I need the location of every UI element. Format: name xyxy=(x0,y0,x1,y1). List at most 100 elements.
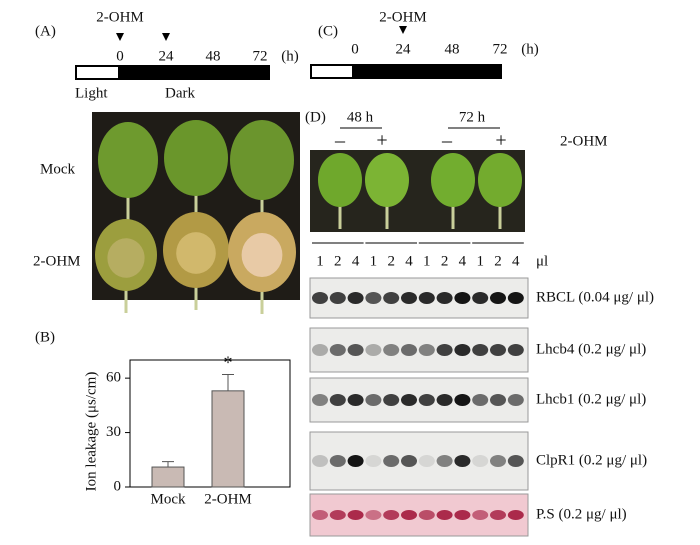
band xyxy=(329,292,346,304)
row-label: Mock xyxy=(40,161,75,177)
dark-label: Dark xyxy=(165,85,195,101)
band xyxy=(365,455,382,467)
leaf xyxy=(431,153,475,207)
time-tick: 24 xyxy=(159,48,175,64)
band xyxy=(507,510,524,520)
band xyxy=(347,394,364,406)
blot-label: Lhcb4 (0.2 μg/ μl) xyxy=(536,341,646,357)
band xyxy=(329,455,346,467)
band xyxy=(383,394,400,406)
band xyxy=(436,292,453,304)
band xyxy=(312,455,328,467)
blot-label: ClpR1 (0.2 μg/ μl) xyxy=(536,452,647,468)
band xyxy=(365,344,382,356)
time-tick: 72 xyxy=(253,48,268,64)
bar xyxy=(211,390,245,488)
band xyxy=(454,344,471,356)
lane-unit: μl xyxy=(536,253,548,269)
band xyxy=(347,455,364,467)
leaf xyxy=(98,122,158,198)
row-label: 2-OHM xyxy=(33,253,81,269)
band xyxy=(383,510,400,520)
band xyxy=(454,455,471,467)
band xyxy=(383,344,400,356)
band xyxy=(347,510,364,520)
time-tick: 72 xyxy=(493,41,508,57)
band xyxy=(312,510,328,520)
x-tick-label: Mock xyxy=(151,491,186,507)
sign: – xyxy=(441,130,453,152)
time-tick: 0 xyxy=(351,41,359,57)
band xyxy=(365,510,382,520)
sign: + xyxy=(495,130,506,152)
leaf xyxy=(365,153,409,207)
band xyxy=(454,394,471,406)
lane-label: 1 xyxy=(316,253,324,269)
band xyxy=(490,455,506,467)
band xyxy=(472,344,489,356)
error-bar xyxy=(162,461,174,468)
band xyxy=(490,510,506,520)
arrow xyxy=(162,33,170,41)
leaf xyxy=(318,153,362,207)
band xyxy=(436,455,453,467)
x-tick-label: 2-OHM xyxy=(204,491,252,507)
time-unit: (h) xyxy=(521,41,539,57)
band xyxy=(312,394,328,406)
leaf-spot xyxy=(241,233,283,277)
error-bar xyxy=(222,374,234,391)
band xyxy=(329,394,346,406)
time-tick: 0 xyxy=(116,48,124,64)
band xyxy=(329,344,346,356)
band xyxy=(472,292,489,304)
leaf xyxy=(478,153,522,207)
timepoint: 72 h xyxy=(459,109,486,125)
y-tick-label: 30 xyxy=(106,424,121,440)
blot-label: P.S (0.2 μg/ μl) xyxy=(536,506,627,522)
y-axis-label: Ion leakage (μs/cm) xyxy=(83,372,99,492)
time-tick: 48 xyxy=(445,41,460,57)
light-bar xyxy=(77,67,118,78)
band xyxy=(383,292,400,304)
band xyxy=(365,292,382,304)
band xyxy=(490,394,506,406)
lane-label: 1 xyxy=(476,253,484,269)
band xyxy=(418,510,435,520)
lane-label: 4 xyxy=(459,253,467,269)
band xyxy=(436,394,453,406)
band xyxy=(401,455,417,467)
lane-label: 2 xyxy=(494,253,502,269)
band xyxy=(365,394,382,406)
time-tick: 48 xyxy=(206,48,221,64)
treatment-label: 2-OHM xyxy=(96,9,144,25)
band xyxy=(401,344,417,356)
y-tick-label: 60 xyxy=(106,370,121,386)
light-label: Light xyxy=(75,85,108,101)
treatment-label: 2-OHM xyxy=(379,9,427,25)
sign: – xyxy=(334,130,346,152)
band xyxy=(418,344,435,356)
leaf-spot xyxy=(107,238,145,278)
leaf xyxy=(164,120,228,196)
band xyxy=(401,394,417,406)
band xyxy=(507,292,524,304)
band xyxy=(401,292,417,304)
band xyxy=(418,292,435,304)
sign: + xyxy=(376,130,387,152)
blot-label: RBCL (0.04 μg/ μl) xyxy=(536,289,654,305)
band xyxy=(454,292,471,304)
significance: * xyxy=(224,353,233,373)
timepoint: 48 h xyxy=(347,109,374,125)
band xyxy=(418,394,435,406)
lane-label: 4 xyxy=(512,253,520,269)
band xyxy=(347,292,364,304)
band xyxy=(436,510,453,520)
y-tick-label: 0 xyxy=(114,478,122,494)
dark-bar xyxy=(75,65,270,80)
band xyxy=(383,455,400,467)
panel-label: (C) xyxy=(318,23,338,39)
band xyxy=(454,510,471,520)
leaf-spot xyxy=(176,232,216,274)
band xyxy=(347,344,364,356)
